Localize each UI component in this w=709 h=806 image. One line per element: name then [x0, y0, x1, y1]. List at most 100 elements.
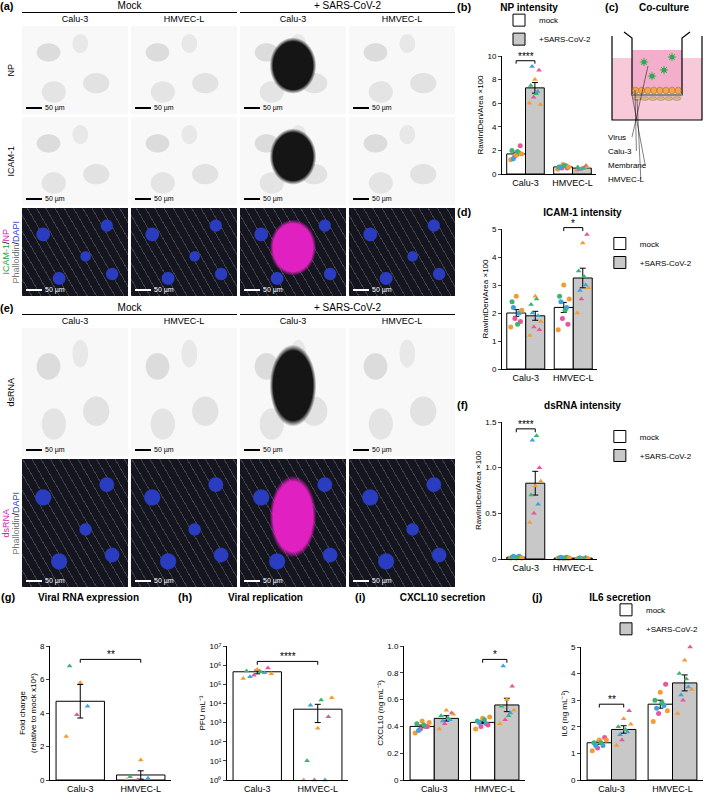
- html-text:(d): (d): [457, 206, 471, 218]
- svg-text:10¹: 10¹: [210, 757, 222, 766]
- svg-text:2: 2: [492, 309, 497, 318]
- svg-text:3: 3: [571, 696, 576, 705]
- svg-text:HMVEC-L: HMVEC-L: [120, 784, 161, 794]
- svg-text:5: 5: [571, 643, 576, 652]
- svg-text:1.5: 1.5: [485, 418, 497, 427]
- svg-text:****: ****: [518, 51, 534, 62]
- svg-text:IL6 secretion: IL6 secretion: [589, 592, 651, 603]
- svg-text:Viral RNA expression: Viral RNA expression: [38, 592, 139, 603]
- svg-text:PFU mL⁻¹: PFU mL⁻¹: [198, 695, 207, 730]
- svg-text:0.6: 0.6: [387, 695, 399, 704]
- svg-text:HMVEC-L: HMVEC-L: [553, 563, 594, 573]
- svg-text:+SARS-CoV-2: +SARS-CoV-2: [539, 35, 591, 44]
- svg-text:4: 4: [492, 123, 497, 132]
- svg-text:Fold change(relative to mock x: Fold change(relative to mock x10⁴): [18, 673, 37, 753]
- svg-text:1.0: 1.0: [387, 642, 399, 651]
- svg-text:5: 5: [492, 225, 497, 234]
- svg-text:**: **: [608, 694, 616, 705]
- svg-text:2: 2: [571, 723, 576, 732]
- svg-text:HMVEC-L: HMVEC-L: [552, 178, 593, 188]
- svg-text:dsRNA intensity: dsRNA intensity: [544, 400, 621, 411]
- svg-text:Calu-3: Calu-3: [512, 178, 539, 188]
- svg-text:10⁴: 10⁴: [209, 699, 222, 708]
- svg-text:Virus: Virus: [608, 133, 626, 142]
- svg-text:0.8: 0.8: [387, 669, 399, 678]
- svg-text:mock: mock: [640, 240, 660, 249]
- svg-text:Viral replication: Viral replication: [228, 592, 303, 603]
- svg-text:IL6 (ng mL⁻¹): IL6 (ng mL⁻¹): [560, 690, 569, 737]
- html-text:(a): (a): [0, 0, 14, 12]
- svg-text:10²: 10²: [210, 738, 222, 747]
- svg-text:4: 4: [492, 253, 497, 262]
- html-text:(h): (h): [178, 591, 192, 603]
- svg-text:mock: mock: [640, 433, 660, 442]
- html-text:(b): (b): [457, 1, 471, 13]
- svg-text:Co-culture: Co-culture: [639, 2, 689, 13]
- svg-text:****: ****: [280, 651, 296, 662]
- svg-text:RawIntDen/Area ×100: RawIntDen/Area ×100: [474, 450, 483, 529]
- html-text:Mock: Mock: [117, 302, 142, 313]
- svg-text:HMVEC-L: HMVEC-L: [297, 784, 338, 794]
- svg-text:4: 4: [571, 669, 576, 678]
- svg-text:mock: mock: [539, 16, 559, 25]
- svg-text:Calu-3: Calu-3: [598, 784, 625, 794]
- svg-text:+SARS-CoV-2: +SARS-CoV-2: [640, 259, 692, 268]
- html-text:Mock: Mock: [117, 0, 142, 11]
- svg-text:2: 2: [492, 146, 497, 155]
- svg-text:Calu-3: Calu-3: [421, 784, 448, 794]
- svg-text:HMVEC-L: HMVEC-L: [652, 784, 693, 794]
- svg-text:*: *: [493, 649, 497, 660]
- svg-text:(c): (c): [605, 1, 619, 13]
- svg-text:0: 0: [492, 555, 497, 564]
- svg-text:4: 4: [40, 709, 45, 718]
- html-text:(g): (g): [1, 591, 15, 603]
- svg-text:mock: mock: [646, 606, 666, 615]
- svg-text:6: 6: [492, 99, 497, 108]
- html-text:(e): (e): [0, 302, 14, 314]
- svg-text:NP intensity: NP intensity: [500, 2, 558, 13]
- svg-text:0: 0: [571, 776, 576, 785]
- svg-text:1: 1: [571, 749, 576, 758]
- svg-text:+SARS-CoV-2: +SARS-CoV-2: [646, 625, 698, 634]
- svg-text:Calu-3: Calu-3: [512, 563, 539, 573]
- svg-text:8: 8: [40, 642, 45, 651]
- svg-text:RawIntDen/Area ×100: RawIntDen/Area ×100: [481, 259, 490, 338]
- svg-text:6: 6: [40, 675, 45, 684]
- svg-text:****: ****: [518, 419, 534, 430]
- svg-text:HMVEC-L: HMVEC-L: [553, 373, 594, 383]
- svg-text:0: 0: [40, 776, 45, 785]
- svg-text:0: 0: [492, 365, 497, 374]
- svg-text:HMVEC-L: HMVEC-L: [608, 175, 645, 184]
- svg-text:RawIntDen/Area ×100: RawIntDen/Area ×100: [476, 75, 485, 154]
- svg-text:+SARS-CoV-2: +SARS-CoV-2: [640, 452, 692, 461]
- svg-text:Calu-3: Calu-3: [244, 784, 271, 794]
- svg-text:Membrane: Membrane: [608, 161, 647, 170]
- svg-text:*: *: [571, 218, 575, 229]
- svg-text:2: 2: [40, 742, 45, 751]
- svg-text:1: 1: [492, 337, 497, 346]
- svg-text:10³: 10³: [210, 718, 222, 727]
- svg-text:10⁷: 10⁷: [210, 642, 222, 651]
- html-text:+ SARS-CoV-2: + SARS-CoV-2: [314, 302, 381, 313]
- svg-text:0.5: 0.5: [485, 509, 497, 518]
- html-text:+ SARS-CoV-2: + SARS-CoV-2: [314, 0, 381, 11]
- svg-text:10⁰: 10⁰: [209, 776, 221, 785]
- svg-text:Calu-3: Calu-3: [67, 784, 94, 794]
- svg-text:0: 0: [492, 170, 497, 179]
- svg-text:3: 3: [492, 281, 497, 290]
- svg-text:Calu-3: Calu-3: [512, 373, 539, 383]
- svg-text:Calu-3: Calu-3: [608, 147, 632, 156]
- svg-text:ICAM-1 intensity: ICAM-1 intensity: [543, 207, 622, 218]
- svg-text:10⁵: 10⁵: [209, 680, 221, 689]
- svg-text:0.2: 0.2: [387, 749, 399, 758]
- svg-text:**: **: [107, 649, 115, 660]
- svg-text:CXCL10 secretion: CXCL10 secretion: [400, 592, 486, 603]
- svg-text:10: 10: [487, 52, 496, 61]
- svg-text:10⁶: 10⁶: [209, 661, 221, 670]
- svg-text:HMVEC-L: HMVEC-L: [474, 784, 515, 794]
- svg-text:CXCL10 (ng mL⁻¹): CXCL10 (ng mL⁻¹): [376, 680, 385, 746]
- svg-text:0: 0: [394, 776, 399, 785]
- svg-text:0.4: 0.4: [387, 722, 399, 731]
- svg-text:1.0: 1.0: [485, 463, 497, 472]
- svg-text:8: 8: [492, 75, 497, 84]
